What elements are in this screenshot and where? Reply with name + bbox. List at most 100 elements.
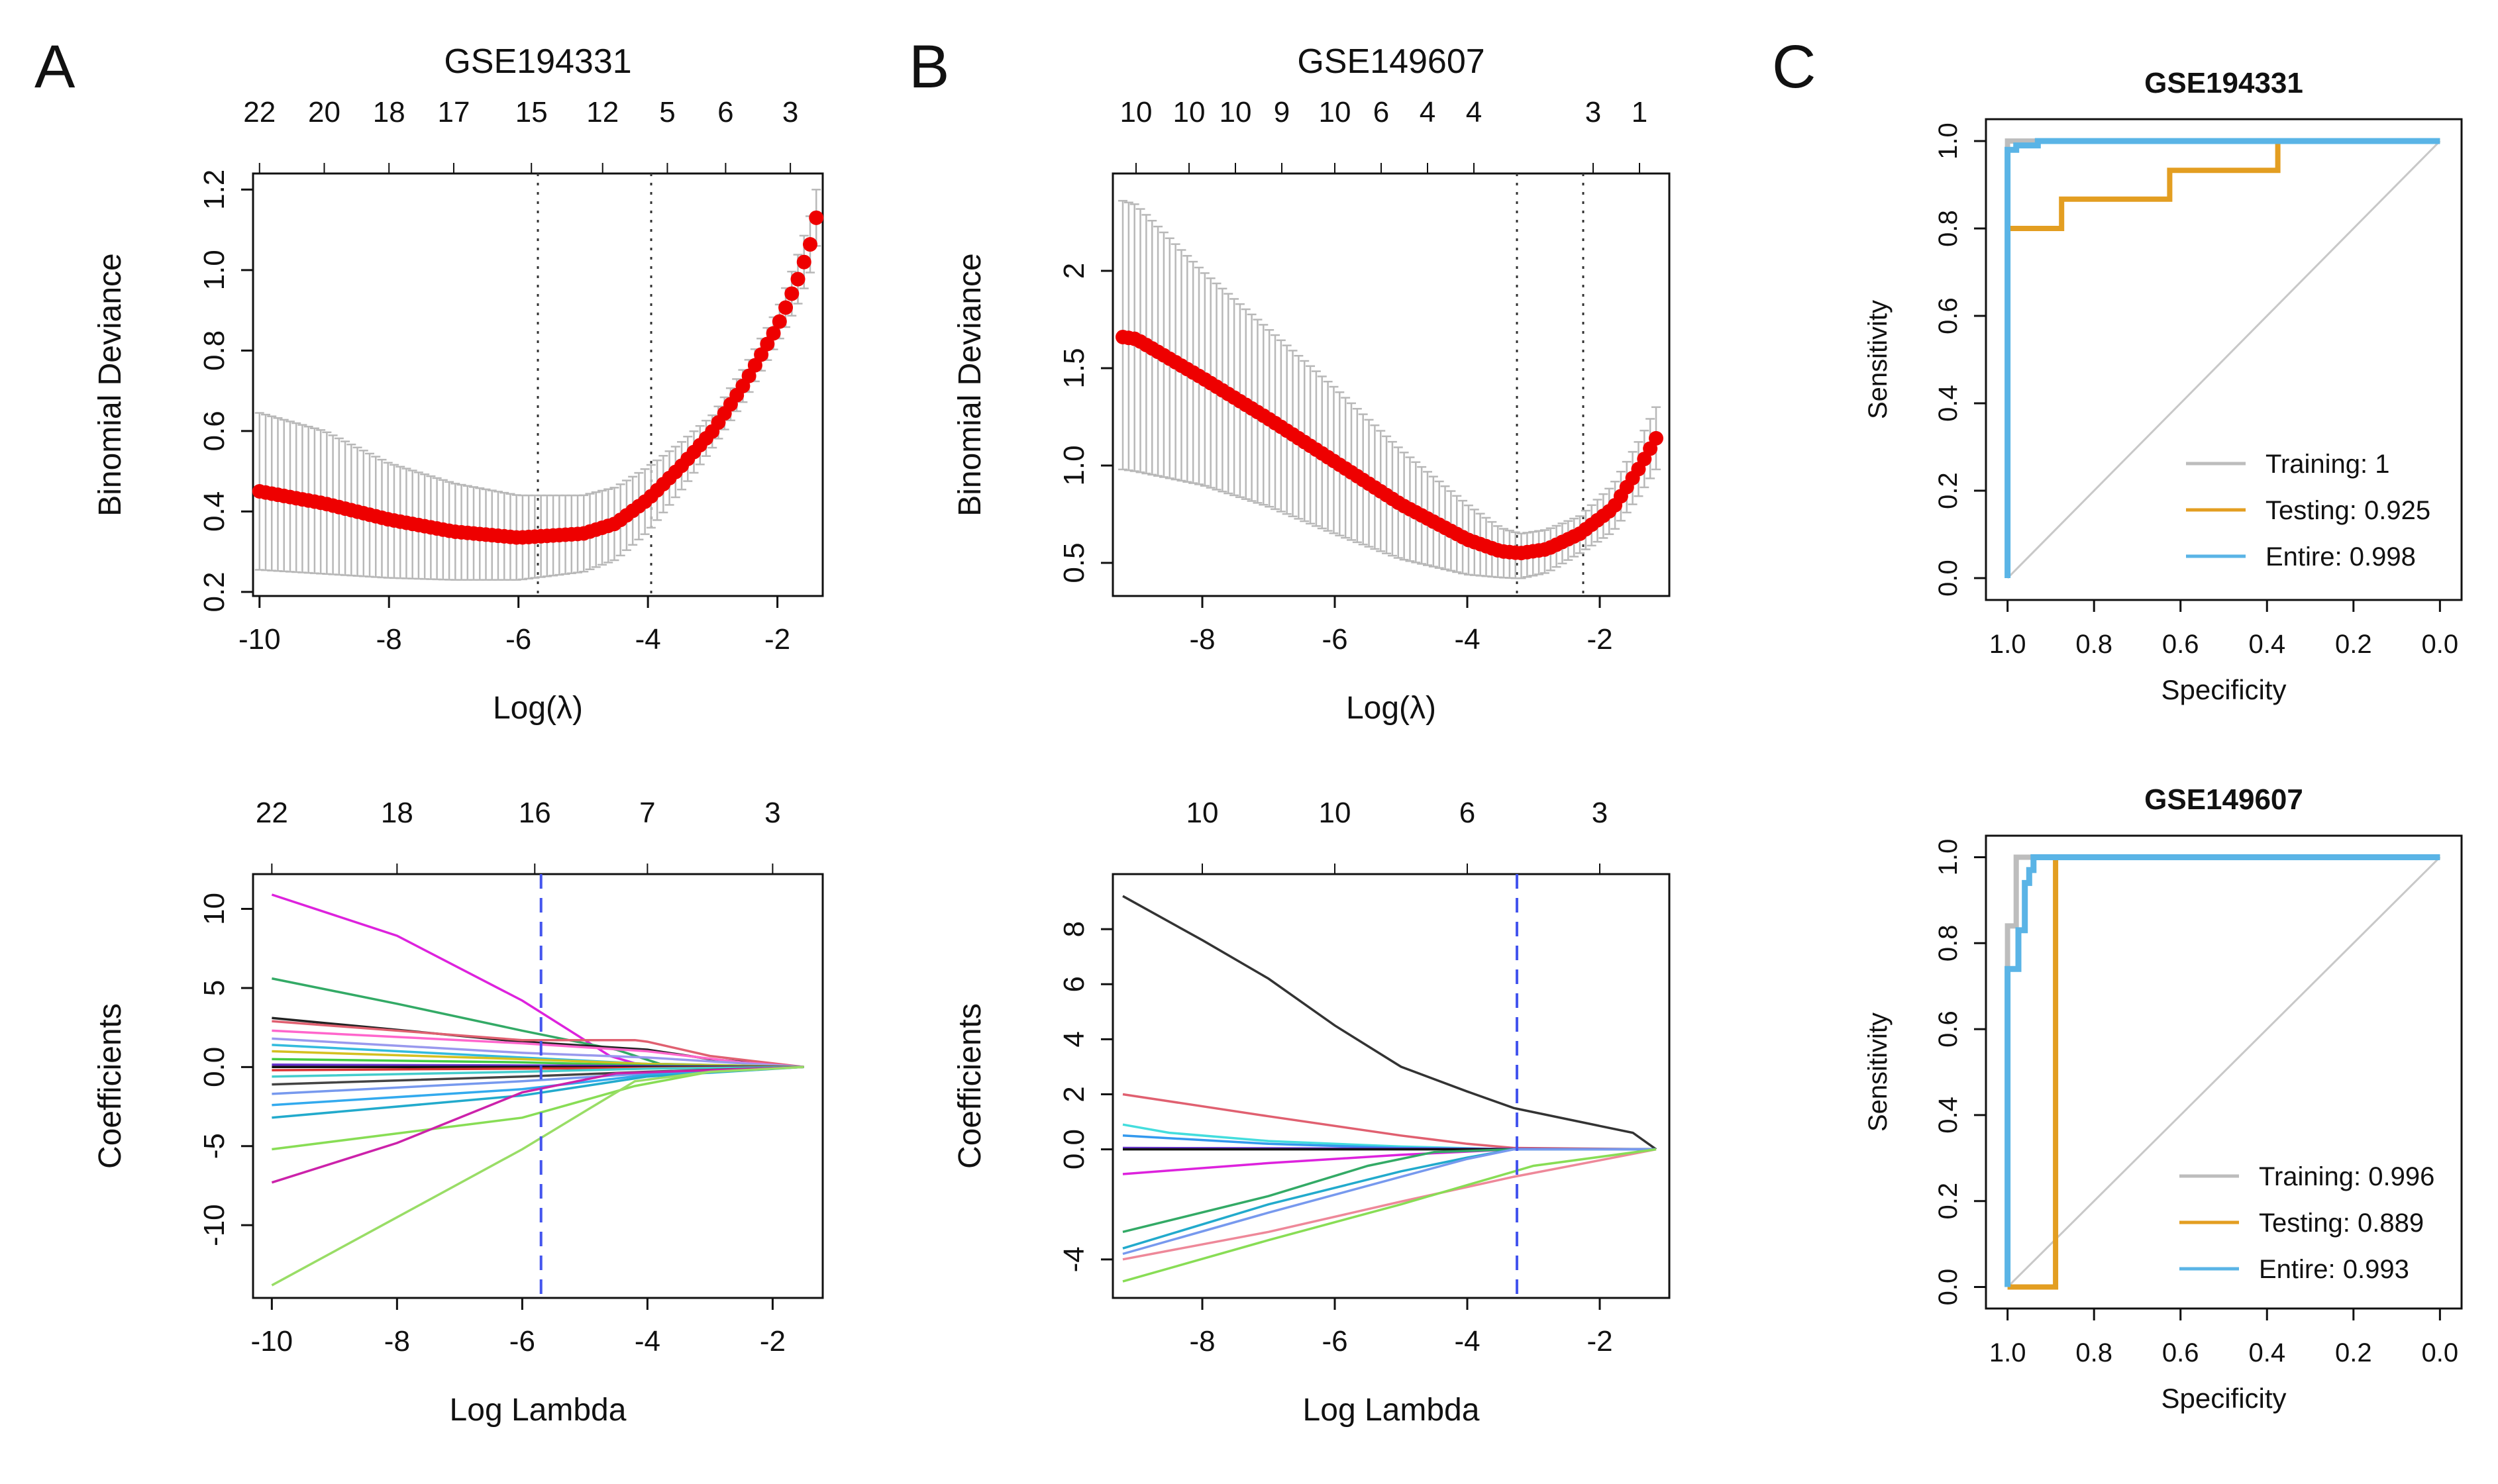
y-tick-label: 0.4 <box>198 491 231 532</box>
y-tick-label: 1.2 <box>198 170 231 210</box>
panel-letter-c: C <box>1772 33 1816 101</box>
y-tick-label: 0.4 <box>1934 385 1963 422</box>
x-axis-label: Log Lambda <box>1303 1393 1480 1428</box>
x-tick-label: 0.4 <box>2248 1338 2285 1367</box>
x-tick-label: -6 <box>1322 1325 1347 1358</box>
coefficient-path <box>272 1037 804 1069</box>
top-tick-label: 6 <box>1373 96 1389 128</box>
legend-entry: Testing: 0.889 <box>2259 1209 2424 1238</box>
deviance-point <box>772 314 787 329</box>
y-tick-label: 5 <box>198 980 231 996</box>
coefficient-path <box>271 1065 804 1287</box>
x-tick-label: 0.6 <box>2162 630 2199 659</box>
deviance-point <box>778 300 794 315</box>
panel-a-cv-plot: GSE194331 -10 -8 -6 -4 -2 0.2 0.4 0.6 0.8 1.0 1.2 Lo… <box>93 42 824 726</box>
x-tick-label: -2 <box>760 1325 786 1358</box>
y-tick-label: 0.6 <box>1934 1011 1963 1048</box>
deviance-point <box>809 210 824 225</box>
y-tick-label: 0.8 <box>198 330 231 371</box>
chart-title: GSE194331 <box>2144 67 2303 99</box>
top-tick-label: 10 <box>1120 96 1153 128</box>
panel-letter-a: A <box>34 33 76 101</box>
coefficient-path <box>1122 1148 1656 1256</box>
plot-frame <box>1985 834 2463 1310</box>
deviance-point <box>1649 430 1663 446</box>
y-tick-label: 0.0 <box>1934 560 1963 597</box>
top-tick-label: 10 <box>1186 797 1219 829</box>
y-tick-label: 0.0 <box>1934 1269 1963 1306</box>
plot-frame <box>1112 172 1671 597</box>
top-tick-label: 10 <box>1319 96 1351 128</box>
y-tick-label: 4 <box>1058 1031 1090 1047</box>
legend-entry: Testing: 0.925 <box>2265 496 2430 525</box>
y-tick-label: 0.8 <box>1934 210 1963 247</box>
roc-curve <box>2004 138 2440 578</box>
x-tick-label: -8 <box>384 1325 410 1358</box>
panel-letter-b: B <box>909 33 949 101</box>
coefficient-path <box>1122 895 1657 1151</box>
top-tick-label: 3 <box>1585 96 1601 128</box>
y-axis-label: Sensitivity <box>1863 1013 1893 1132</box>
top-tick-label: 15 <box>515 96 548 128</box>
plot-frame <box>1112 873 1671 1299</box>
y-tick-label: -5 <box>198 1133 231 1159</box>
deviance-point <box>760 336 775 352</box>
x-tick-label: -10 <box>238 623 281 656</box>
x-tick-label: -6 <box>505 623 531 656</box>
y-tick-label: 0.2 <box>1934 472 1963 509</box>
y-axis-label: Sensitivity <box>1863 300 1893 419</box>
y-tick-label: 1.0 <box>198 250 231 290</box>
panel-b-coef-path: -8 -6 -4 -2 -4 0.0 2 4 6 8 Log Lambda Coefficients 1… <box>953 797 1671 1428</box>
top-tick-label: 10 <box>1220 96 1252 128</box>
y-axis-label: Binomial Deviance <box>953 253 988 517</box>
panel-c-roc-gse194331: GSE194331 1.0 0.8 0.6 0.4 0.2 0.0 0.0 0.2 0.4 0.6 0… <box>1863 67 2463 705</box>
x-tick-label: -8 <box>376 623 402 656</box>
chart-title: GSE194331 <box>444 42 631 81</box>
x-axis-label: Log(λ) <box>1346 691 1436 726</box>
x-tick-label: -6 <box>509 1325 535 1358</box>
y-tick-label: 0.0 <box>1058 1129 1090 1169</box>
deviance-point <box>802 237 817 252</box>
y-tick-label: 8 <box>1058 921 1090 937</box>
y-tick-label: 2 <box>1058 1086 1090 1102</box>
y-axis-label: Binomial Deviance <box>93 253 128 517</box>
y-tick-label: 1.5 <box>1058 348 1090 388</box>
coefficient-path <box>272 1020 804 1069</box>
deviance-point <box>754 347 769 362</box>
y-tick-label: 6 <box>1058 976 1090 992</box>
y-tick-label: 0.5 <box>1058 542 1090 583</box>
x-tick-label: -4 <box>635 623 661 656</box>
deviance-point <box>741 368 756 383</box>
top-tick-label: 12 <box>586 96 619 128</box>
y-tick-label: 0.6 <box>198 411 231 451</box>
panel-b-cv-plot: GSE149607 -8 -6 -4 -2 0.5 1.0 1.5 2 Log(λ) Binomia… <box>953 42 1671 726</box>
y-tick-label: 1.0 <box>1934 839 1963 876</box>
y-tick-label: 2 <box>1058 263 1090 279</box>
panel-c-roc-gse149607: GSE149607 1.0 0.8 0.6 0.4 0.2 0.0 0.0 0.2 0.4 0.6 0… <box>1863 783 2463 1414</box>
y-tick-label: 0.6 <box>1934 297 1963 334</box>
top-tick-label: 16 <box>519 797 551 829</box>
legend-entry: Entire: 0.998 <box>2265 542 2416 571</box>
y-axis-label: Coefficients <box>953 1003 988 1169</box>
top-tick-label: 4 <box>1420 96 1435 128</box>
x-tick-label: 0.2 <box>2335 630 2372 659</box>
top-tick-label: 1 <box>1632 96 1647 128</box>
y-tick-label: 0.4 <box>1934 1097 1963 1134</box>
x-tick-label: -8 <box>1189 623 1215 656</box>
chart-title: GSE149607 <box>1297 42 1484 81</box>
y-tick-label: 0.2 <box>1934 1183 1963 1220</box>
roc-curve <box>2004 138 2440 578</box>
legend-entry: Training: 0.996 <box>2259 1162 2434 1191</box>
x-tick-label: 1.0 <box>1989 1338 2026 1367</box>
x-tick-label: -6 <box>1322 623 1347 656</box>
deviance-point <box>790 272 806 287</box>
coefficient-path <box>1122 1148 1657 1283</box>
top-tick-label: 17 <box>437 96 470 128</box>
coefficient-path <box>272 1065 804 1078</box>
deviance-point <box>796 254 811 270</box>
legend-entry: Training: 1 <box>2265 450 2390 479</box>
x-tick-label: 1.0 <box>1989 630 2026 659</box>
y-tick-label: -4 <box>1058 1246 1090 1272</box>
top-tick-label: 3 <box>764 797 780 829</box>
